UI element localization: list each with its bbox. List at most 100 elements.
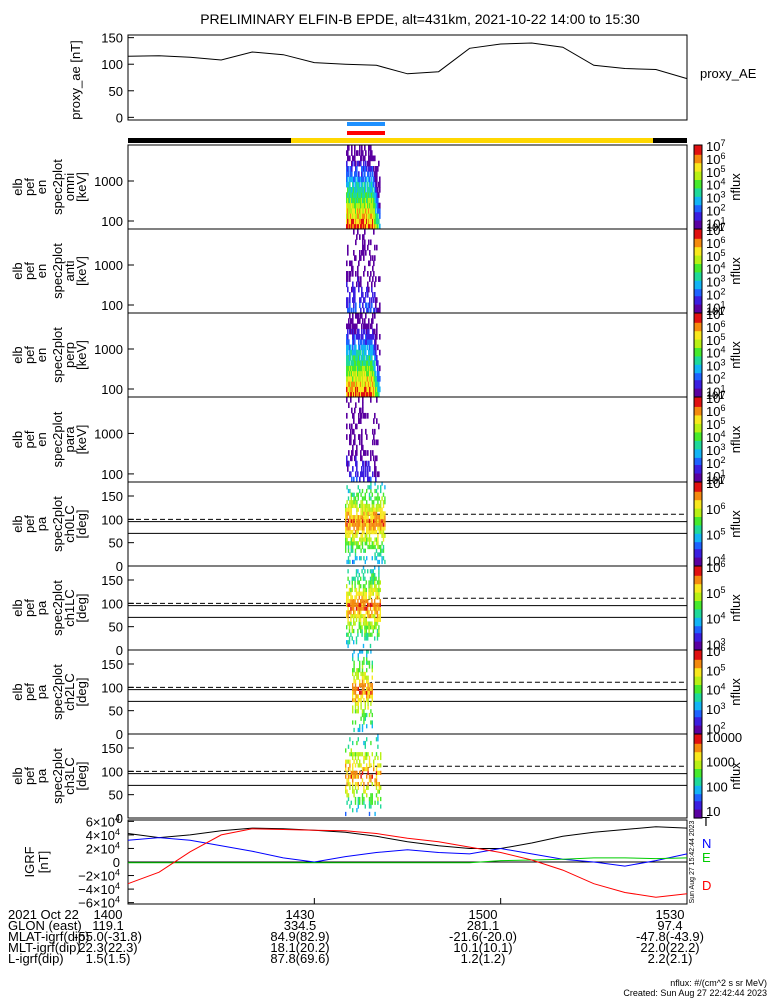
panel-omni-colorbar-seg [694,182,702,185]
panel-anti-cell [367,271,369,277]
panel-omni-cell [360,176,362,183]
panel-perp-cell [351,318,353,324]
panel-omni-cell [360,202,362,209]
panel-anti-cell [346,302,348,309]
panel-para-cell [358,418,360,424]
panel-omni-ztick-101: 101 [706,222,724,234]
panel-ch0LC-cell [357,515,359,520]
panel-ch0LC-colorbar-seg [694,549,702,552]
panel-ch0LC-cell [381,529,383,535]
igrf-legend-N: N [702,836,711,851]
panel-perp-colorbar-seg [694,383,702,385]
panel-ch2LC-cell [363,686,365,691]
panel-ch0LC-colorbar-seg [694,490,702,493]
panel-ch2LC-cell [366,675,368,680]
panel-ch3LC-cell [375,770,378,775]
panel-ch3LC-cell [357,785,359,790]
panel-anti-colorbar-seg [694,234,702,237]
panel-anti-ztick-101: 101 [706,306,724,318]
panel-ch0LC-frame [127,481,688,567]
panel-ch2LC-ztick: 105 [706,662,725,678]
panel-ch0LC-cell [352,503,354,509]
panel-ch1LC-cell [368,610,370,615]
panel-ch2LC-cell [352,653,354,658]
panel-ch0LC-cell [364,507,366,512]
panel-omni-colorbar-seg [694,220,702,223]
panel-perp-cell [358,334,360,340]
panel-omni-cell [377,202,379,209]
panel-ch3LC-colorbar-seg [694,756,702,759]
panel-perp-cell [355,376,357,382]
panel-perp-cell [356,381,358,387]
panel-ch3LC-cell [363,767,365,772]
panel-ch2LC-cell [357,668,359,673]
panel-ch2LC-colorbar-seg [694,669,702,672]
panel-omni-cell [366,223,368,230]
panel-ch2LC-colorbar-seg [694,680,702,683]
panel-omni-cell [374,192,376,198]
panel-anti-cell [370,255,372,261]
panel-ch2LC-cell [366,712,368,718]
panel-perp-colorbar-seg [694,346,702,349]
panel-ch0LC-cell [346,522,348,527]
panel-ch0LC-cell [354,503,357,509]
panel-perp-cell [374,386,376,393]
panel-ch0LC-cell [384,496,386,501]
panel-ch3LC-cell [347,793,350,798]
panel-perp-cell [348,386,350,393]
panel-ch2LC-colorbar-seg [694,658,702,661]
panel-ch2LC-cell [366,724,368,729]
panel-omni-cell [356,166,358,172]
panel-perp-cell [375,349,377,356]
panel-anti-colorbar-seg [694,278,702,280]
panel-perp-cell [368,339,370,345]
panel-ch3LC-ylabel-line: ch3LC [62,757,77,795]
panel-perp-cell [346,355,348,361]
panel-ch2LC-cell [361,668,364,673]
panel-omni-cell [365,181,367,188]
panel-anti-ylabel-line: [keV] [74,256,89,286]
panel-anti-cell [351,265,353,272]
panel-ch3LC-cell [349,781,351,787]
panel-ch2LC-cell [359,664,361,669]
panel-ch3LC-colorbar-seg [694,741,702,743]
panel-ch1LC-cell [369,576,372,581]
panel-ch0LC-cell [377,507,379,512]
panel-ch0LC-cell [380,511,382,516]
panel-ch1LC-cell [358,625,360,630]
panel-perp-colorbar-seg [694,373,702,376]
panel-omni-cell [354,155,356,162]
panel-perp-cell [363,323,365,330]
panel-perp-colorbar-seg [694,331,702,334]
panel-ch2LC-cell [371,712,373,718]
panel-ch1LC-cell [364,632,366,637]
panel-ch1LC-cell [354,595,356,600]
panel-anti-cell [360,276,362,282]
proxy-ae-line [127,42,688,80]
panel-perp-cell [370,381,372,387]
panel-ch2LC-cell [363,709,365,714]
panel-ch1LC-cell [365,599,367,604]
igrf-legend-D: D [702,878,711,893]
panel-omni-cell [370,197,372,204]
footer-value: 84.9(82.9) [270,929,330,944]
panel-anti-cell [353,286,355,293]
panel-perp-cell [371,376,373,382]
panel-perp-cell [349,381,351,387]
panel-ch2LC-cell [371,668,373,673]
panel-ch3LC-cell [346,793,348,798]
panel-anti-colorbar-seg [694,255,702,258]
panel-ch1LC-cell [346,602,348,607]
panel-para-cell [350,397,352,403]
panel-ch0LC-cell [350,541,352,546]
panel-ch0LC-cell [363,496,365,501]
panel-ch3LC-colorbar-seg [694,813,702,816]
footer-row-label: MLT-igrf(dip) [8,940,81,955]
panel-para-colorbar-seg [694,445,702,448]
panel-omni-cell [364,166,366,172]
panel-omni-cell [363,218,365,225]
panel-ch1LC-cell [379,602,381,607]
panel-ch1LC-cell [372,628,374,634]
panel-perp-cell [348,381,350,387]
panel-ch1LC-cell [367,613,369,619]
